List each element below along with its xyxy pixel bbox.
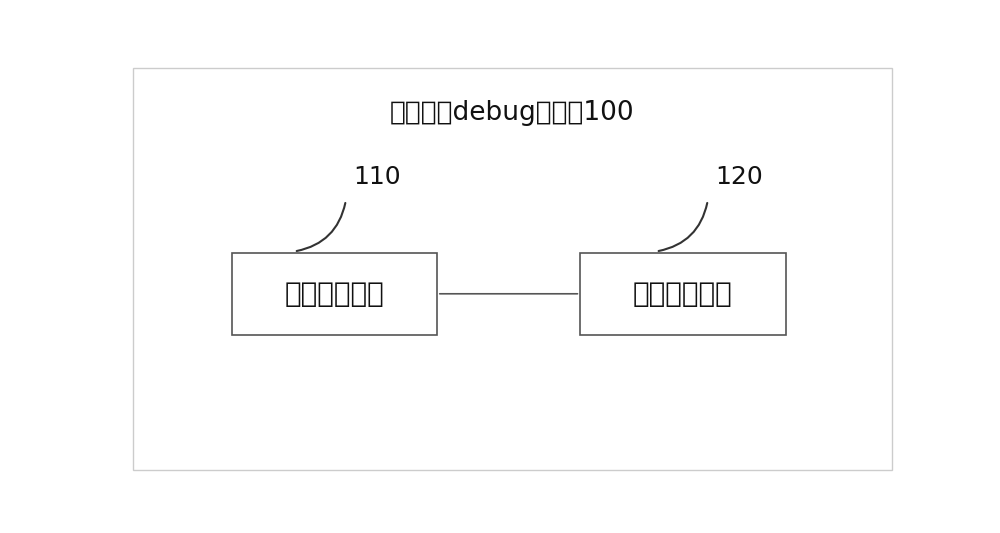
- FancyBboxPatch shape: [232, 253, 437, 335]
- FancyBboxPatch shape: [580, 253, 786, 335]
- Text: 120: 120: [716, 165, 763, 189]
- Text: 辅助波形debug的装置100: 辅助波形debug的装置100: [390, 100, 635, 126]
- Text: 数据提取模块: 数据提取模块: [284, 280, 384, 308]
- Text: 110: 110: [354, 165, 401, 189]
- Text: 信息输出模块: 信息输出模块: [633, 280, 733, 308]
